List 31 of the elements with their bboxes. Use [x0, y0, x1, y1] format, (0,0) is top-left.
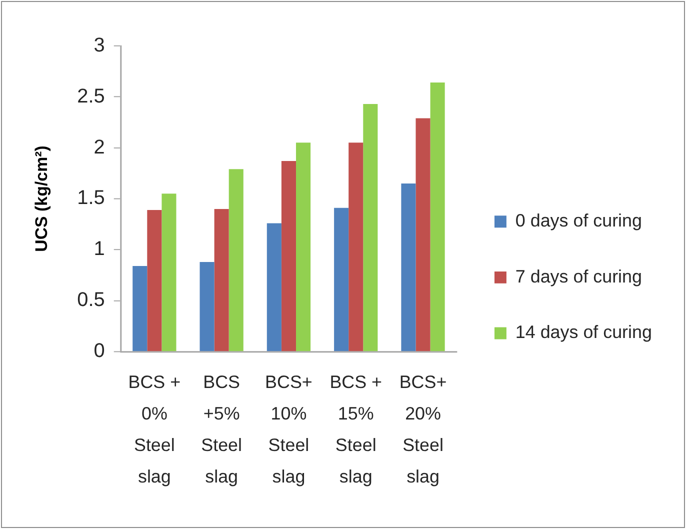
y-tick-label: 2: [94, 136, 105, 158]
bar: [416, 118, 430, 352]
legend-label: 7 days of curing: [515, 266, 642, 286]
x-tick-label: BCS+ 10% Steel slag: [265, 372, 312, 486]
y-tick-label: 2.5: [77, 85, 105, 108]
bar: [401, 183, 416, 352]
legend-label: 14 days of curing: [515, 322, 652, 342]
bar: [430, 82, 445, 352]
x-tick-label: BCS + 15% Steel slag: [330, 372, 382, 486]
bar: [348, 142, 364, 352]
bar: [228, 169, 244, 352]
bar: [296, 142, 311, 352]
bar: [334, 208, 349, 352]
x-tick-label: BCS +5% Steel slag: [201, 372, 242, 486]
x-tick-label: BCS + 0% Steel slag: [128, 372, 181, 486]
y-tick-label: 1.5: [77, 187, 105, 210]
bar: [162, 194, 176, 352]
legend-label: 0 days of curing: [515, 210, 642, 231]
bar: [214, 208, 229, 352]
bar: [147, 210, 162, 352]
y-tick-label: 3: [94, 34, 105, 56]
x-tick-label: BCS+ 20% Steel slag: [399, 372, 447, 486]
bar: [363, 104, 378, 352]
bar: [200, 262, 214, 352]
bar: [281, 161, 296, 352]
bar: [132, 266, 148, 352]
y-axis-title: UCS (kg/cm²): [32, 146, 51, 252]
y-tick-label: 0.5: [77, 289, 105, 312]
y-tick-label: 0: [94, 340, 105, 362]
y-tick-label: 1: [94, 238, 105, 260]
bar: [266, 223, 282, 352]
